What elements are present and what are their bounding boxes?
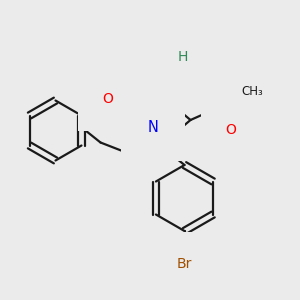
Text: H: H [178, 50, 188, 64]
Text: Br: Br [177, 257, 192, 271]
Text: N: N [148, 120, 158, 135]
Text: CH₃: CH₃ [241, 85, 263, 98]
Text: O: O [158, 65, 169, 79]
Text: O: O [103, 92, 113, 106]
Text: O: O [226, 124, 236, 137]
